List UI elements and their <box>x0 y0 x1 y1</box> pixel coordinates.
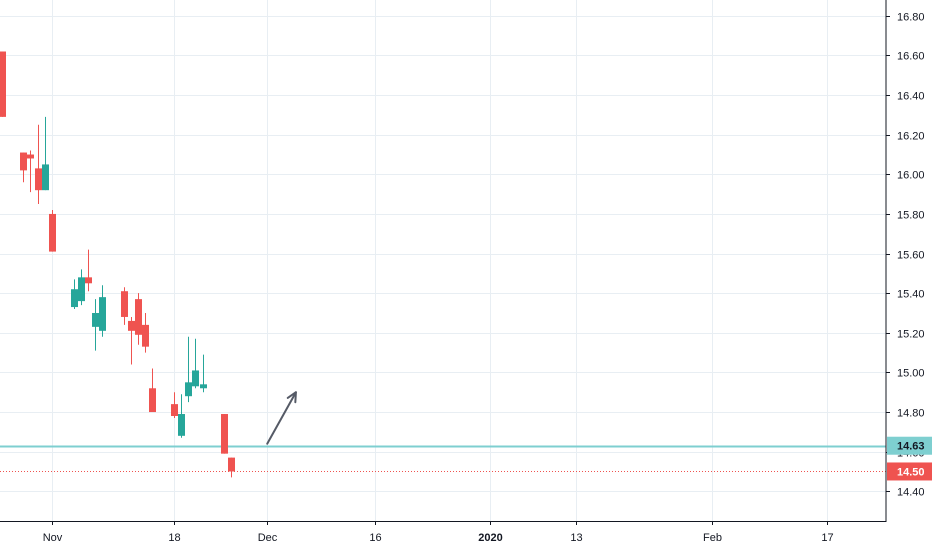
y-tick-label: 16.20 <box>897 131 925 143</box>
support-price-badge-bg <box>887 436 932 455</box>
candle-body <box>221 414 228 454</box>
candle-body <box>192 370 199 387</box>
x-tick-label: Feb <box>703 532 722 544</box>
candle[interactable] <box>78 269 85 306</box>
candle-body <box>200 384 207 389</box>
time-axis[interactable]: Nov 18 Dec 16 2020 13 Feb 17 <box>43 521 834 544</box>
candle-body <box>128 320 135 331</box>
candle-body <box>149 388 156 413</box>
candle[interactable] <box>192 338 199 389</box>
candle-body <box>85 277 92 284</box>
candle[interactable] <box>128 316 135 365</box>
candle-body <box>228 457 235 472</box>
candle-body <box>35 168 42 191</box>
y-tick-label: 16.80 <box>897 12 925 24</box>
candle[interactable] <box>171 392 178 418</box>
price-badges: 14.63 14.50 <box>887 436 932 481</box>
y-tick-label: 15.00 <box>897 368 925 380</box>
candle-body <box>42 164 49 191</box>
candlesticks[interactable] <box>0 51 235 478</box>
y-tick-label: 15.60 <box>897 250 925 262</box>
x-tick-label: Nov <box>43 532 63 544</box>
candle[interactable] <box>0 51 6 117</box>
candle[interactable] <box>42 116 49 191</box>
y-tick-label: 16.00 <box>897 170 925 182</box>
y-tick-label: 15.20 <box>897 329 925 341</box>
candle-body <box>185 382 192 397</box>
last-price-badge: 14.50 <box>897 466 925 478</box>
x-tick-label: 17 <box>821 532 833 544</box>
x-tick-label: Dec <box>258 532 278 544</box>
candle-body <box>27 154 34 159</box>
candle-body <box>49 213 56 252</box>
candle-body <box>20 152 27 171</box>
candle-body <box>135 299 142 335</box>
candle[interactable] <box>99 285 106 337</box>
candle[interactable] <box>85 249 92 292</box>
candle[interactable] <box>92 299 99 351</box>
x-tick-label: 16 <box>369 532 381 544</box>
y-tick-label: 15.40 <box>897 289 925 301</box>
x-tick-label: 13 <box>570 532 582 544</box>
candle-body <box>99 297 106 331</box>
candle[interactable] <box>135 293 142 345</box>
candle-body <box>171 404 178 417</box>
candle-body <box>0 51 6 117</box>
candle-body <box>142 324 149 347</box>
axes <box>0 0 887 522</box>
support-price-badge: 14.63 <box>897 441 925 453</box>
candle-body <box>178 414 185 436</box>
candle[interactable] <box>221 414 228 454</box>
annotations <box>0 391 886 472</box>
y-tick-label: 14.80 <box>897 408 925 420</box>
candle[interactable] <box>49 209 56 252</box>
candle[interactable] <box>149 368 156 413</box>
y-tick-label: 14.40 <box>897 487 925 499</box>
price-axis[interactable]: 14.4014.6014.8015.0015.2015.4015.6015.80… <box>886 12 925 499</box>
grid-lines <box>0 0 886 521</box>
candle-body <box>78 277 85 302</box>
candle[interactable] <box>27 150 34 193</box>
candle[interactable] <box>121 287 128 325</box>
candle[interactable] <box>142 312 149 353</box>
trend-arrow-head <box>286 391 297 404</box>
y-tick-label: 16.60 <box>897 51 925 63</box>
candle[interactable] <box>20 152 27 183</box>
candle[interactable] <box>35 124 42 205</box>
candle[interactable] <box>71 279 78 310</box>
candle[interactable] <box>185 336 192 403</box>
trend-arrow-shaft <box>266 391 297 445</box>
candle[interactable] <box>200 354 207 393</box>
candle-body <box>121 291 128 317</box>
candle[interactable] <box>178 394 185 438</box>
candle-body <box>71 289 78 308</box>
y-tick-label: 16.40 <box>897 91 925 103</box>
x-tick-label: 18 <box>168 532 180 544</box>
candle[interactable] <box>228 457 235 478</box>
candle-body <box>92 312 99 327</box>
last-price-badge-bg <box>887 462 932 481</box>
x-tick-label: 2020 <box>478 532 502 544</box>
y-tick-label: 15.80 <box>897 210 925 222</box>
